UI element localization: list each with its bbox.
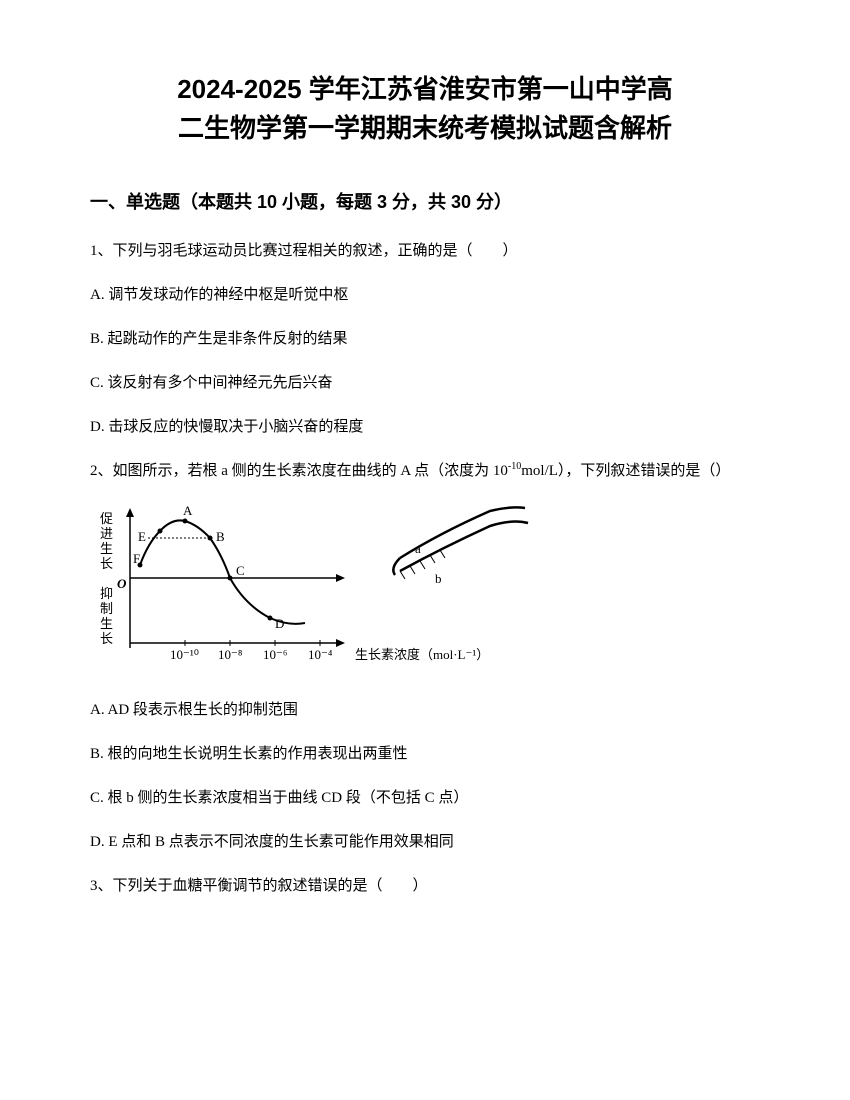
q1-opt-b: B. 起跳动作的产生是非条件反射的结果: [90, 327, 760, 351]
xtick-1: 10⁻¹⁰: [170, 647, 199, 662]
q2-opt-b: B. 根的向地生长说明生长素的作用表现出两重性: [90, 742, 760, 766]
label-d: D: [275, 616, 284, 631]
xtick-4: 10⁻⁴: [308, 647, 333, 662]
q2-text-before: 2、如图所示，若根 a 侧的生长素浓度在曲线的 A 点（浓度为 10: [90, 463, 508, 479]
q1-opt-a: A. 调节发球动作的神经中枢是听觉中枢: [90, 283, 760, 307]
label-a: A: [183, 503, 193, 518]
y-axis-arrow: [126, 508, 134, 517]
q1-opt-c: C. 该反射有多个中间神经元先后兴奋: [90, 371, 760, 395]
auxin-chart: 促 进 生 长 抑 制 生 长 A B C D E F: [90, 503, 570, 673]
root-tip: [393, 558, 400, 575]
title-line-2: 二生物学第一学期期末统考模拟试题含解析: [90, 109, 760, 148]
chart-svg: 促 进 生 长 抑 制 生 长 A B C D E F: [90, 503, 570, 673]
x-axis-bottom-arrow: [336, 639, 345, 647]
y-label-promote-3: 生: [100, 541, 113, 556]
root-label-b: b: [435, 571, 442, 586]
root-label-a: a: [415, 541, 421, 556]
hatch-4: [430, 555, 435, 563]
y-label-inhibit-2: 制: [100, 601, 113, 616]
xtick-3: 10⁻⁶: [263, 647, 287, 662]
label-b: B: [216, 529, 225, 544]
q2-text-after: mol/L），下列叙述错误的是（）: [521, 463, 730, 479]
hatch-1: [400, 571, 405, 579]
q2-opt-c: C. 根 b 侧的生长素浓度相当于曲线 CD 段（不包括 C 点）: [90, 786, 760, 810]
y-label-inhibit-4: 长: [100, 631, 113, 646]
xtick-2: 10⁻⁸: [218, 647, 243, 662]
hatch-2: [410, 566, 415, 574]
title-line-1: 2024-2025 学年江苏省淮安市第一山中学高: [90, 70, 760, 109]
point-d: [268, 616, 273, 621]
point-e: [158, 529, 163, 534]
section-1-header: 一、单选题（本题共 10 小题，每题 3 分，共 30 分）: [90, 188, 760, 214]
label-o: O: [117, 576, 127, 591]
y-label-promote-1: 促: [100, 511, 113, 526]
hatch-5: [440, 550, 445, 558]
label-e: E: [138, 529, 146, 544]
q2-exp: -10: [508, 461, 521, 472]
y-label-promote-2: 进: [100, 526, 113, 541]
y-label-inhibit-1: 抑: [100, 586, 113, 601]
q1-text: 1、下列与羽毛球运动员比赛过程相关的叙述，正确的是（ ）: [90, 239, 760, 263]
q2-opt-d: D. E 点和 B 点表示不同浓度的生长素可能作用效果相同: [90, 830, 760, 854]
q2-text: 2、如图所示，若根 a 侧的生长素浓度在曲线的 A 点（浓度为 10-10mol…: [90, 459, 760, 483]
x-axis-label: 生长素浓度（mol·L⁻¹）: [355, 647, 489, 662]
point-c: [228, 576, 233, 581]
label-c: C: [236, 563, 245, 578]
q2-opt-a: A. AD 段表示根生长的抑制范围: [90, 698, 760, 722]
y-label-promote-4: 长: [100, 556, 113, 571]
point-a: [183, 519, 188, 524]
y-label-inhibit-3: 生: [100, 616, 113, 631]
label-f: F: [133, 551, 140, 566]
q3-text: 3、下列关于血糖平衡调节的叙述错误的是（ ）: [90, 874, 760, 898]
hatch-3: [420, 561, 425, 569]
q1-opt-d: D. 击球反应的快慢取决于小脑兴奋的程度: [90, 415, 760, 439]
x-axis-arrow: [336, 574, 345, 582]
